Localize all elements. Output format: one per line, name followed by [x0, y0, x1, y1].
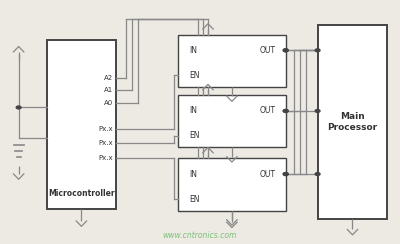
Text: OUT: OUT: [260, 170, 276, 179]
Text: A2: A2: [104, 75, 113, 81]
Circle shape: [283, 173, 288, 175]
Text: Px.x: Px.x: [98, 154, 113, 161]
Circle shape: [283, 49, 288, 52]
Bar: [318, 25, 387, 219]
Text: OUT: OUT: [260, 106, 276, 115]
Text: IN: IN: [189, 170, 197, 179]
Text: OUT: OUT: [260, 46, 276, 55]
Text: www.cntronics.com: www.cntronics.com: [163, 231, 237, 240]
Circle shape: [16, 106, 21, 109]
Text: IN: IN: [189, 46, 197, 55]
Circle shape: [283, 110, 288, 112]
Text: A0: A0: [104, 100, 113, 106]
Text: IN: IN: [189, 106, 197, 115]
Circle shape: [315, 173, 320, 175]
Text: EN: EN: [189, 194, 200, 203]
Text: A1: A1: [104, 87, 113, 93]
Bar: [178, 35, 286, 87]
Text: Px.x: Px.x: [98, 140, 113, 146]
Text: Px.x: Px.x: [98, 126, 113, 132]
Circle shape: [315, 49, 320, 52]
Circle shape: [315, 110, 320, 112]
Bar: [46, 40, 116, 209]
Bar: [178, 95, 286, 147]
Bar: [178, 158, 286, 211]
Text: Main
Processor: Main Processor: [328, 112, 378, 132]
Text: EN: EN: [189, 132, 200, 141]
Circle shape: [283, 49, 288, 52]
Text: Microcontroller: Microcontroller: [48, 189, 115, 198]
Text: EN: EN: [189, 71, 200, 80]
Circle shape: [283, 110, 288, 112]
Circle shape: [283, 173, 288, 175]
